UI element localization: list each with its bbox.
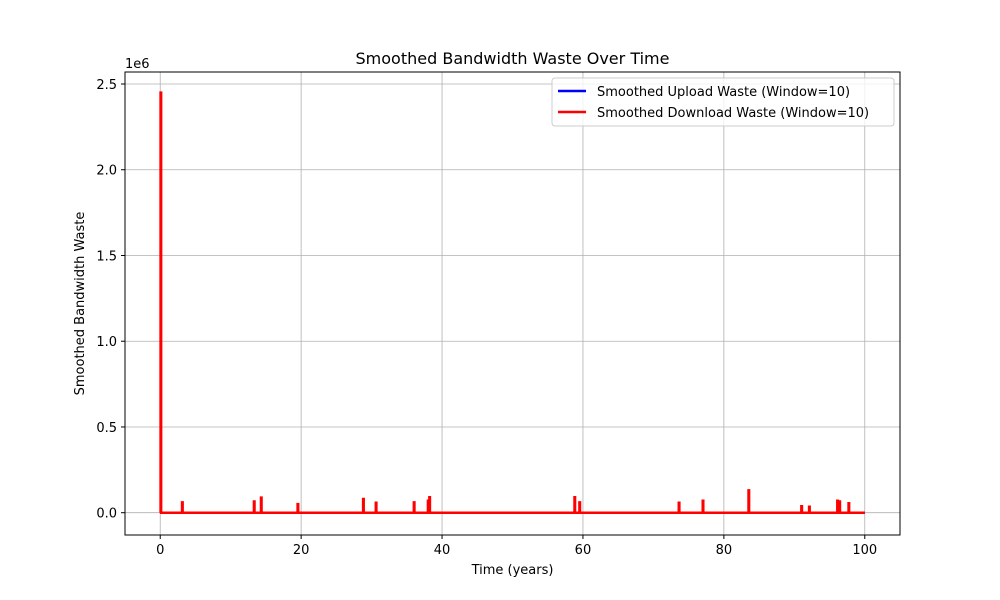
x-tick-label: 0 (156, 543, 164, 558)
x-tick-label: 60 (575, 543, 592, 558)
y-tick-label: 2.5 (96, 78, 117, 93)
tick-layer: 0 20 40 60 80 100 0.0 0.5 1.0 1.5 2.0 2.5 (96, 78, 877, 558)
x-tick-label: 100 (852, 543, 877, 558)
y-tick-label: 0.0 (96, 507, 117, 522)
y-axis-offset-text: 1e6 (125, 57, 150, 72)
plot-layer (159, 91, 865, 514)
legend: Smoothed Upload Waste (Window=10) Smoothe… (551, 77, 895, 127)
chart-title: Smoothed Bandwidth Waste Over Time (356, 49, 670, 68)
y-tick-label: 1.5 (96, 249, 117, 264)
y-axis-label: Smoothed Bandwidth Waste (73, 212, 88, 396)
legend-label-upload: Smoothed Upload Waste (Window=10) (597, 85, 850, 100)
y-tick-label: 0.5 (96, 421, 117, 436)
x-tick-label: 80 (716, 543, 733, 558)
y-tick-label: 2.0 (96, 164, 117, 179)
series-line-download (159, 91, 865, 514)
legend-label-download: Smoothed Download Waste (Window=10) (597, 106, 869, 121)
x-axis-label: Time (years) (471, 563, 554, 578)
y-tick-label: 1.0 (96, 335, 117, 350)
plot-frame (124, 71, 901, 536)
legend-box (551, 77, 895, 127)
x-tick-label: 40 (434, 543, 451, 558)
x-tick-label: 20 (293, 543, 310, 558)
